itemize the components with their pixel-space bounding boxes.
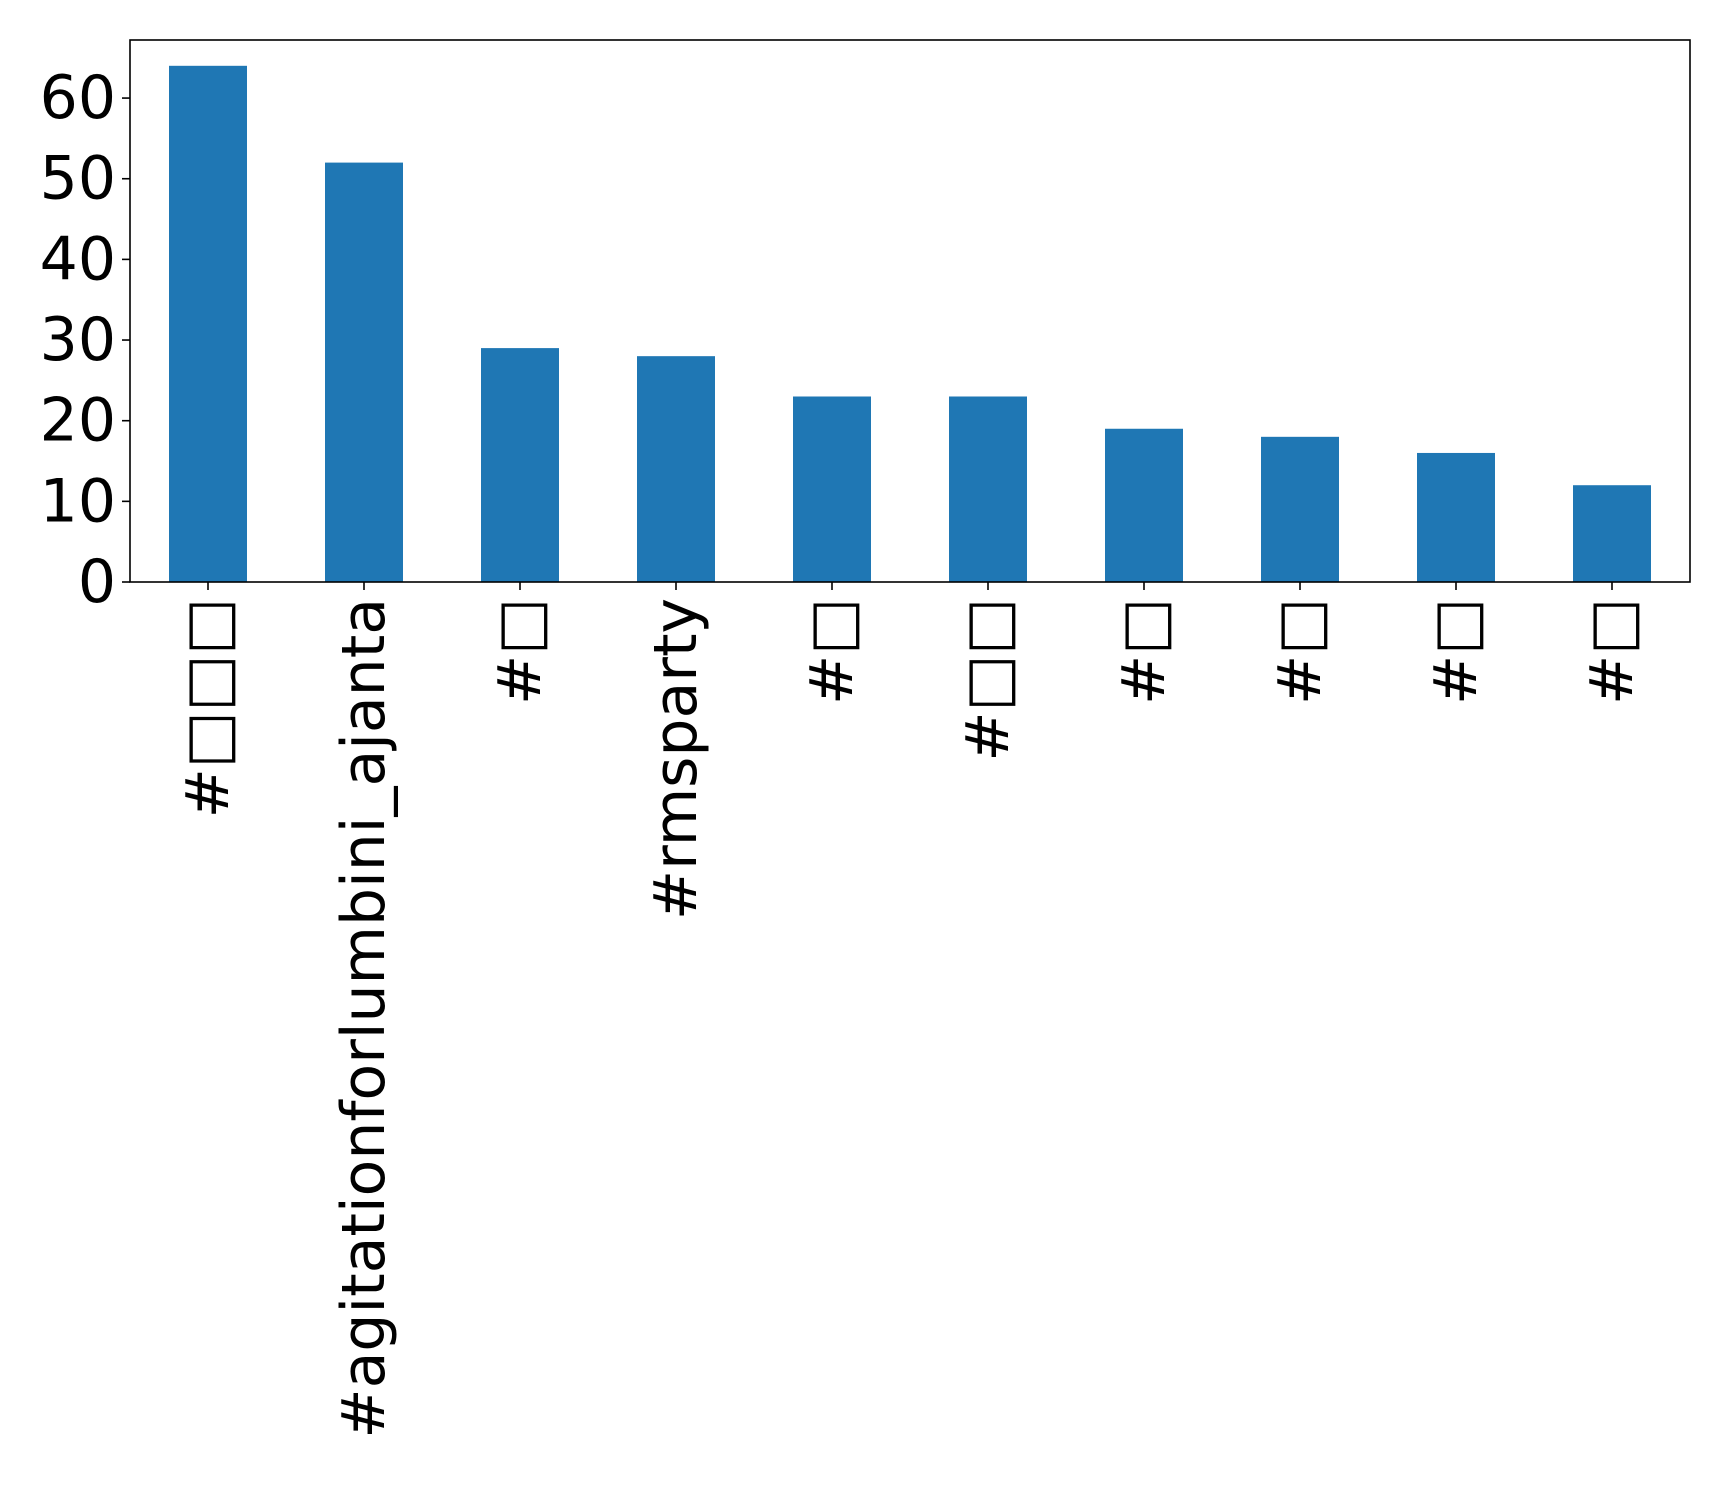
x-tick-label: #rmsparty (641, 598, 711, 920)
x-tick-label: #□□ (953, 598, 1023, 762)
plot-frame (129, 39, 1691, 583)
x-tick-label: #□ (1109, 598, 1179, 705)
bar (949, 396, 1027, 582)
y-axis: 0 10 20 30 40 50 60 (40, 63, 130, 617)
y-tick-label: 10 (40, 466, 116, 536)
y-tick-label: 50 (40, 144, 116, 214)
y-tick-label: 0 (78, 547, 116, 617)
x-tick-label: #□□□ (173, 598, 243, 818)
y-tick-label: 20 (40, 386, 116, 456)
x-tick-label: #□ (1577, 598, 1647, 705)
x-tick-label: #□ (1265, 598, 1335, 705)
bars-layer (169, 65, 1651, 583)
x-tick-label: #□ (1421, 598, 1491, 705)
y-tick-label: 30 (40, 305, 116, 375)
bar (793, 396, 871, 582)
bar (1573, 485, 1651, 582)
bar (1105, 428, 1183, 582)
bar (481, 348, 559, 582)
bar (1261, 436, 1339, 582)
bar (1417, 452, 1495, 582)
y-tick-label: 40 (40, 224, 116, 294)
y-tick-label: 60 (40, 63, 116, 133)
x-tick-label: #□ (797, 598, 867, 705)
x-tick-label: #agitationforlumbini_ajanta (329, 598, 399, 1439)
x-axis: #□□□ #agitationforlumbini_ajanta #□ #rmspar… (173, 582, 1647, 1439)
bar (637, 356, 715, 582)
bar (169, 65, 247, 583)
bar (325, 162, 403, 582)
x-tick-label: #□ (485, 598, 555, 705)
